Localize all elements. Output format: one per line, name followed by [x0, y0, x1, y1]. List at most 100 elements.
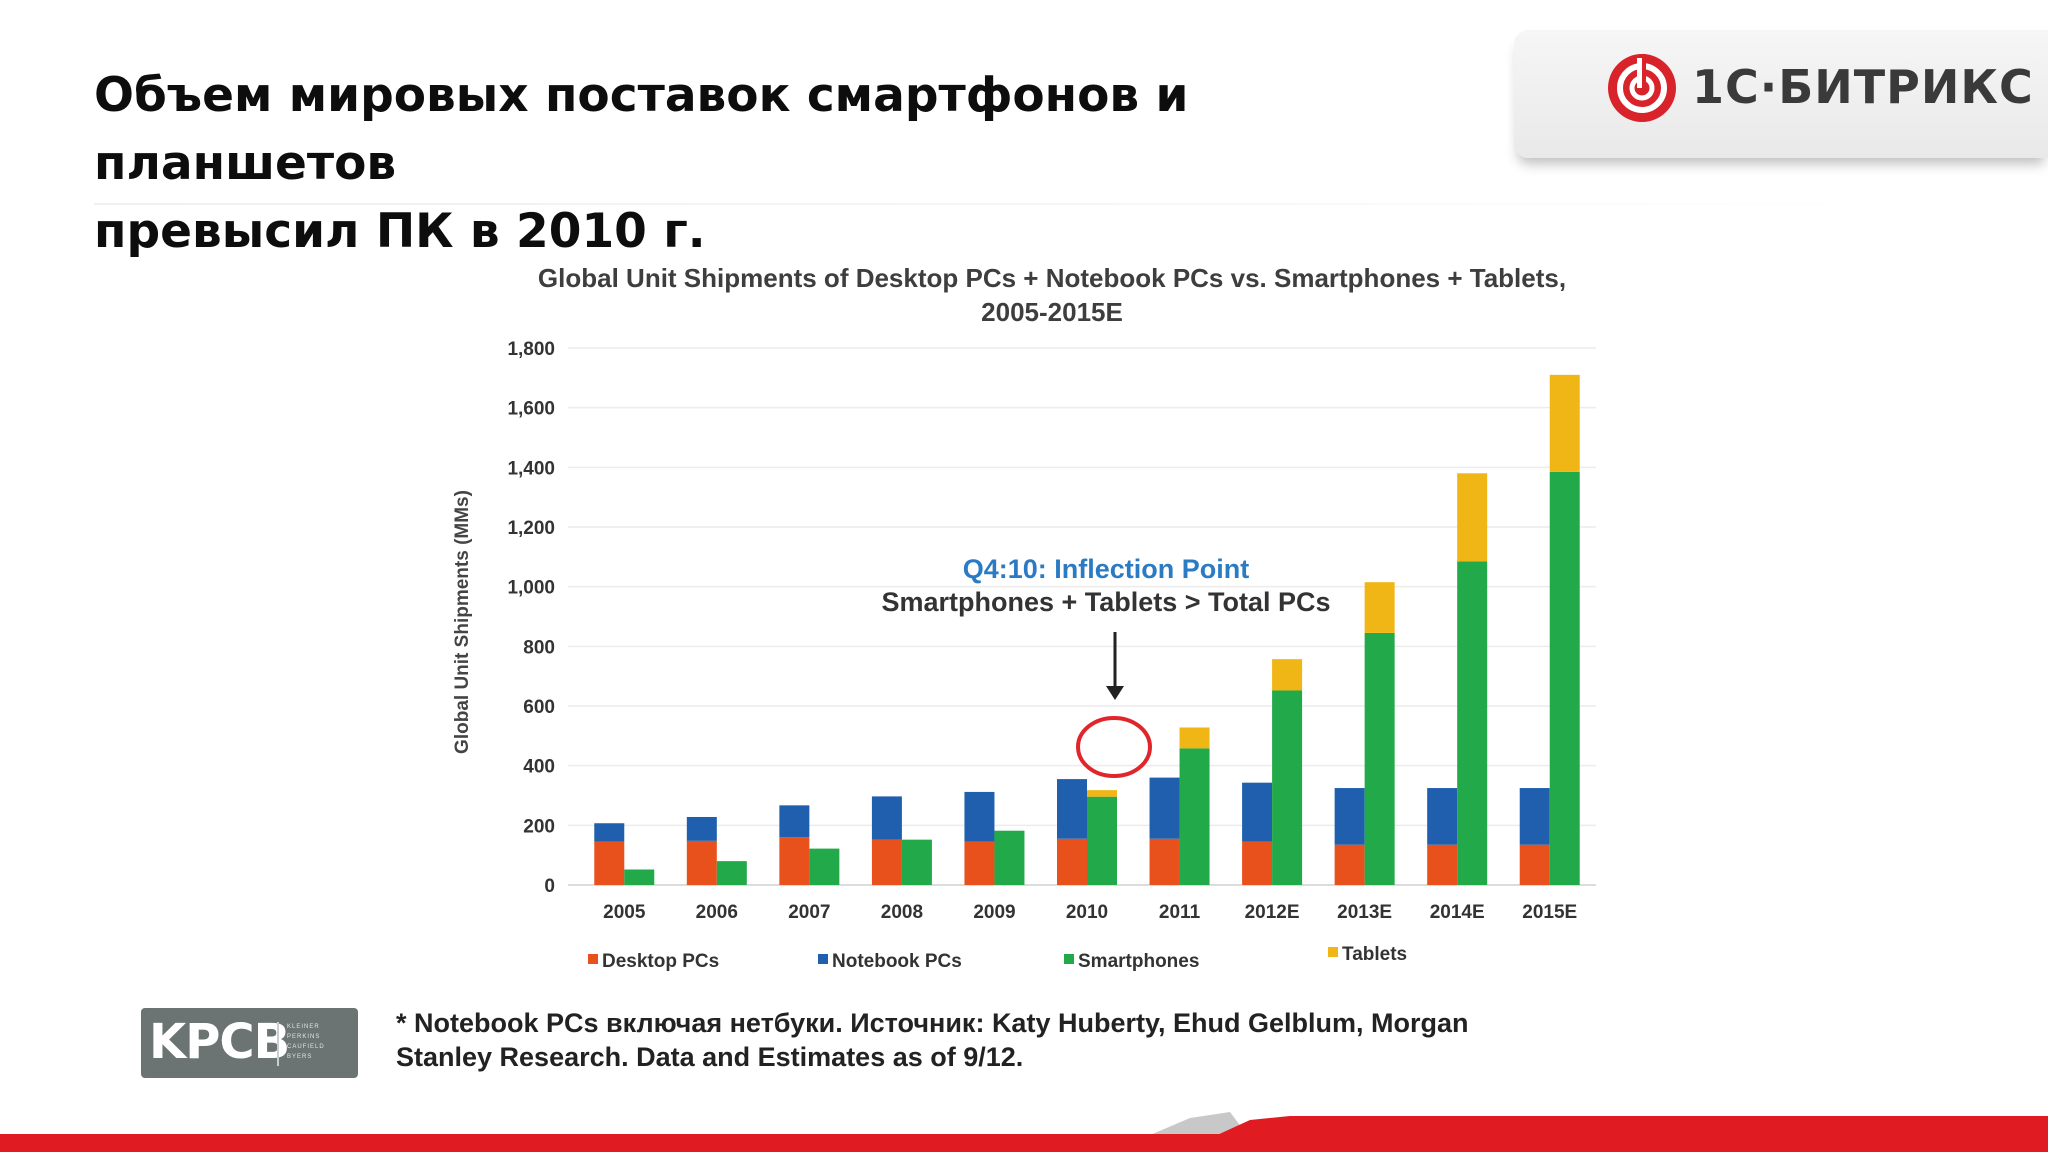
bar-smartphones	[716, 861, 747, 885]
bar-desktop-pcs	[686, 840, 717, 885]
kpcb-name: KLEINER	[287, 1024, 320, 1030]
footer-red-band	[0, 1134, 2048, 1152]
y-tick-label: 800	[523, 637, 555, 658]
y-tick-label: 400	[523, 757, 555, 778]
x-tick-label: 2009	[973, 902, 1015, 923]
bitrix-logo-text: 1С·БИТРИКС	[1692, 60, 2034, 114]
chart-bars	[594, 374, 1580, 885]
y-tick-label: 0	[544, 876, 555, 897]
x-tick-label: 2013E	[1337, 902, 1392, 923]
x-tick-label: 2014E	[1430, 902, 1485, 923]
bar-notebook-pcs	[686, 816, 717, 841]
bar-tablets	[1364, 582, 1395, 633]
bar-smartphones	[1179, 748, 1210, 885]
inflection-annotation: Q4:10: Inflection Point Smartphones + Ta…	[881, 554, 1331, 778]
bar-desktop-pcs	[1149, 838, 1180, 885]
annotation-title: Q4:10: Inflection Point	[963, 554, 1250, 584]
bar-notebook-pcs	[1334, 788, 1365, 845]
y-tick-label: 600	[523, 697, 555, 718]
x-tick-label: 2011	[1159, 902, 1201, 923]
kpcb-name: BYERS	[287, 1054, 313, 1060]
bar-smartphones	[1457, 561, 1488, 885]
bar-desktop-pcs	[871, 839, 902, 885]
bar-desktop-pcs	[1427, 844, 1458, 885]
chart-title-line-1: Global Unit Shipments of Desktop PCs + N…	[538, 263, 1566, 293]
annotation-subtitle: Smartphones + Tablets > Total PCs	[881, 587, 1330, 617]
bar-smartphones	[901, 839, 932, 885]
y-tick-label: 1,600	[507, 399, 555, 420]
y-tick-label: 1,800	[507, 339, 555, 360]
legend-swatch	[818, 954, 828, 964]
y-axis-title: Global Unit Shipments (MMs)	[452, 490, 473, 754]
bar-smartphones	[994, 830, 1025, 885]
bar-desktop-pcs	[1242, 841, 1273, 885]
legend-swatch	[1328, 947, 1338, 957]
y-tick-label: 200	[523, 816, 555, 837]
x-tick-label: 2015E	[1522, 902, 1577, 923]
bar-notebook-pcs	[1242, 782, 1273, 842]
bar-notebook-pcs	[1519, 788, 1550, 845]
bar-smartphones	[1549, 471, 1580, 885]
bar-desktop-pcs	[964, 841, 995, 885]
bar-smartphones	[809, 848, 840, 885]
footnote-line-1: * Notebook PCs включая нетбуки. Источник…	[396, 1008, 1469, 1038]
footnote-line-2: Stanley Research. Data and Estimates as …	[396, 1042, 1024, 1072]
legend-label: Smartphones	[1078, 951, 1199, 972]
bar-desktop-pcs	[779, 837, 810, 885]
source-footnote: * Notebook PCs включая нетбуки. Источник…	[396, 1006, 1596, 1074]
bar-notebook-pcs	[1057, 779, 1087, 839]
kpcb-name: CAUFIELD	[287, 1044, 325, 1050]
bar-smartphones	[1272, 690, 1303, 885]
y-tick-label: 1,400	[507, 458, 555, 479]
legend-label: Notebook PCs	[832, 951, 962, 972]
bar-desktop-pcs	[1057, 838, 1087, 885]
annotation-arrowhead-icon	[1106, 686, 1124, 700]
bar-desktop-pcs	[594, 841, 625, 885]
x-tick-label: 2008	[881, 902, 923, 923]
bar-smartphones	[1364, 632, 1395, 885]
bar-notebook-pcs	[1427, 788, 1458, 845]
bar-desktop-pcs	[1519, 844, 1550, 885]
chart-legend: Desktop PCs Notebook PCs Smartphones Tablet…	[588, 944, 1407, 972]
bar-tablets	[1549, 374, 1580, 472]
shipments-chart: Global Unit Shipments of Desktop PCs + N…	[452, 263, 1596, 972]
y-tick-label: 1,000	[507, 578, 555, 599]
chart-title-line-2: 2005-2015E	[981, 297, 1123, 327]
kpcb-logo-names: KLEINER PERKINS CAUFIELD BYERS	[287, 1022, 355, 1062]
x-tick-label: 2005	[603, 902, 646, 923]
bar-notebook-pcs	[964, 791, 995, 842]
bar-tablets	[1179, 727, 1210, 749]
bar-tablets	[1272, 659, 1303, 691]
bitrix-logo-mark-icon	[1608, 54, 1676, 122]
legend-swatch	[588, 954, 598, 964]
x-axis-ticks: 2005 2006 2007 2008 2009 2010 2011 2012E 2013E 20…	[603, 902, 1577, 923]
kpcb-logo: KPCB KLEINER PERKINS CAUFIELD BYERS	[141, 1008, 358, 1078]
bar-tablets	[1457, 473, 1488, 562]
inflection-circle	[1076, 716, 1152, 778]
x-tick-label: 2010	[1066, 902, 1108, 923]
kpcb-name: PERKINS	[287, 1034, 321, 1040]
kpcb-logo-letters: KPCB	[149, 1014, 290, 1070]
x-tick-label: 2006	[696, 902, 738, 923]
x-tick-label: 2007	[788, 902, 830, 923]
slide-title: Объем мировых поставок смартфонов и план…	[94, 62, 1474, 266]
slide-title-line-1: Объем мировых поставок смартфонов и план…	[94, 68, 1189, 191]
bar-smartphones	[1087, 796, 1117, 885]
x-tick-label: 2012E	[1245, 902, 1300, 923]
legend-label: Tablets	[1342, 944, 1407, 965]
title-divider	[94, 203, 1874, 205]
y-axis-ticks: 0 200 400 600 800 1,000 1,200 1,400 1,600 1,800	[507, 339, 555, 897]
bar-tablets	[1087, 790, 1117, 797]
kpcb-logo-divider	[277, 1022, 279, 1066]
slide-title-line-2: превысил ПК в 2010 г.	[94, 204, 706, 259]
bitrix-logo: 1С·БИТРИКС	[1514, 30, 2048, 158]
y-tick-label: 1,200	[507, 518, 555, 539]
legend-label: Desktop PCs	[602, 951, 719, 972]
bar-notebook-pcs	[594, 823, 625, 842]
bar-desktop-pcs	[1334, 844, 1365, 885]
legend-swatch	[1064, 954, 1074, 964]
bar-notebook-pcs	[871, 796, 902, 840]
bar-smartphones	[624, 869, 655, 885]
bar-notebook-pcs	[1149, 777, 1180, 839]
bar-notebook-pcs	[779, 805, 810, 838]
